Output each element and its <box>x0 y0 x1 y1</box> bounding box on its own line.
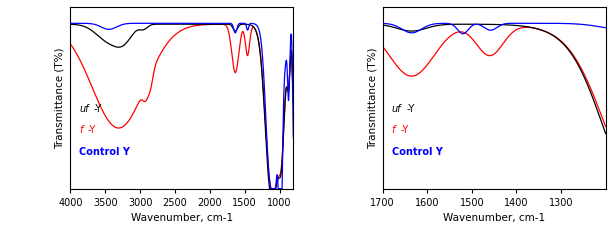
Text: uf: uf <box>392 104 401 114</box>
Text: Control Y: Control Y <box>392 147 443 157</box>
Text: f: f <box>392 125 395 135</box>
Y-axis label: Transmittance (T%): Transmittance (T%) <box>55 47 65 148</box>
Text: -Y: -Y <box>94 104 102 114</box>
Text: -Y: -Y <box>400 125 408 135</box>
Y-axis label: Transmittance (T%): Transmittance (T%) <box>367 47 377 148</box>
Text: -Y: -Y <box>88 125 96 135</box>
Text: f: f <box>80 125 83 135</box>
X-axis label: Wavenumber, cm-1: Wavenumber, cm-1 <box>131 213 233 223</box>
Text: uf: uf <box>80 104 89 114</box>
Text: Control Y: Control Y <box>80 147 131 157</box>
Text: -Y: -Y <box>406 104 414 114</box>
X-axis label: Wavenumber, cm-1: Wavenumber, cm-1 <box>443 213 545 223</box>
